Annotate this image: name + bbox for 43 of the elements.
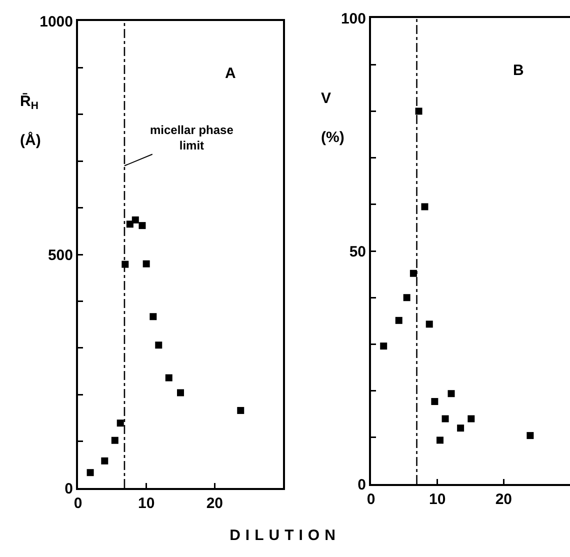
point bbox=[126, 220, 134, 228]
point bbox=[142, 260, 150, 268]
y-tick-label: 50 bbox=[349, 243, 366, 260]
point bbox=[410, 270, 417, 277]
point bbox=[165, 374, 172, 382]
text: R̄$_{H}$ (Å) bbox=[20, 93, 41, 149]
x-tick-label: 20 bbox=[495, 491, 512, 508]
text: V (%) bbox=[321, 90, 344, 146]
y-tick-label: 1000 bbox=[40, 13, 73, 30]
point bbox=[436, 436, 444, 444]
x-tick-label: 20 bbox=[206, 495, 224, 512]
point bbox=[526, 432, 534, 440]
point bbox=[122, 260, 129, 268]
point bbox=[426, 320, 433, 328]
point bbox=[415, 108, 422, 115]
point bbox=[421, 203, 428, 210]
point bbox=[155, 342, 162, 349]
x-tick-label: 10 bbox=[138, 495, 155, 512]
point bbox=[468, 415, 475, 422]
point bbox=[403, 294, 410, 302]
y-tick-label: 0 bbox=[358, 476, 366, 494]
annotation: A bbox=[225, 65, 236, 82]
x-tick-label: 10 bbox=[428, 491, 446, 508]
y-tick-label: 500 bbox=[48, 246, 73, 264]
point bbox=[116, 420, 124, 427]
point bbox=[177, 389, 184, 396]
point bbox=[101, 457, 108, 464]
point bbox=[86, 469, 94, 476]
point bbox=[138, 222, 146, 230]
point bbox=[431, 398, 438, 406]
y-tick-label: 100 bbox=[340, 10, 366, 28]
x-axis-title: DILUTION bbox=[228, 527, 342, 544]
point bbox=[457, 424, 464, 432]
point bbox=[442, 415, 449, 422]
point bbox=[237, 406, 244, 414]
annotation: B bbox=[513, 62, 524, 79]
point bbox=[395, 316, 402, 324]
annotation: micellar phase limit bbox=[150, 123, 234, 153]
point bbox=[380, 342, 388, 350]
point bbox=[132, 216, 139, 224]
point bbox=[150, 313, 157, 320]
point bbox=[448, 390, 455, 398]
point bbox=[111, 436, 118, 444]
